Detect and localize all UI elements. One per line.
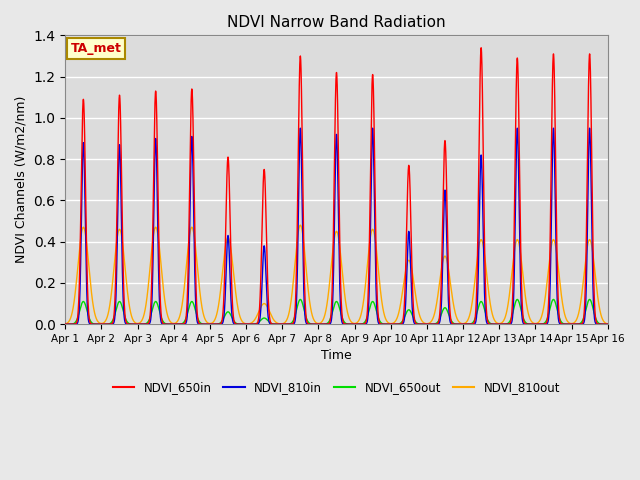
X-axis label: Time: Time <box>321 349 352 362</box>
Legend: NDVI_650in, NDVI_810in, NDVI_650out, NDVI_810out: NDVI_650in, NDVI_810in, NDVI_650out, NDV… <box>108 377 565 399</box>
Title: NDVI Narrow Band Radiation: NDVI Narrow Band Radiation <box>227 15 446 30</box>
Y-axis label: NDVI Channels (W/m2/nm): NDVI Channels (W/m2/nm) <box>15 96 28 264</box>
Text: TA_met: TA_met <box>70 42 122 55</box>
